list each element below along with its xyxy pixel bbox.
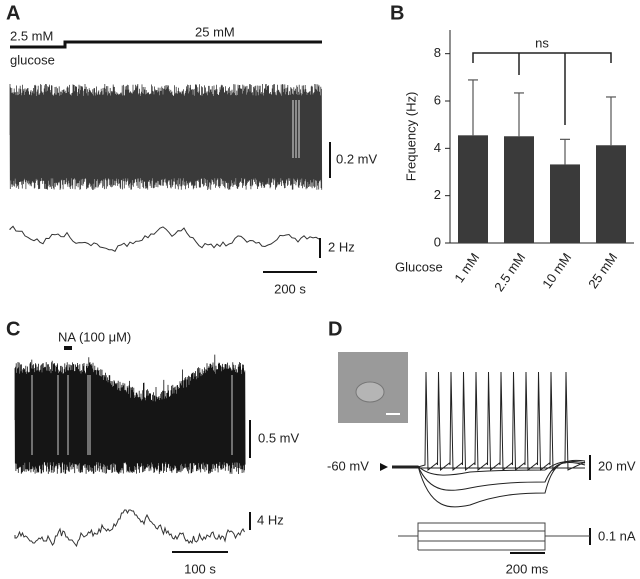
scale-label: 4 Hz xyxy=(257,512,284,527)
y-tick-label: 6 xyxy=(434,92,441,107)
panel-label: A xyxy=(6,2,20,24)
drug-bar xyxy=(64,346,72,350)
panel-label: D xyxy=(328,318,342,340)
condition-label: 2.5 mM xyxy=(10,28,53,43)
stimulus-label: glucose xyxy=(10,52,55,67)
x-tick-label: 1 mM xyxy=(451,250,482,285)
significance-bracket xyxy=(472,52,612,125)
resting-label: -60 mV xyxy=(327,458,369,473)
hyperpol-trace xyxy=(392,461,586,491)
hyperpol-trace xyxy=(392,460,586,476)
frequency-trace xyxy=(9,225,320,252)
cell-image xyxy=(355,381,385,403)
scale-label: 2 Hz xyxy=(328,239,355,254)
x-tick-label: 25 mM xyxy=(585,250,620,291)
y-tick-label: 4 xyxy=(434,140,441,155)
scale-label: 100 s xyxy=(184,561,216,576)
scale-label: 20 mV xyxy=(598,458,636,473)
frequency-trace xyxy=(14,509,245,548)
scale-label: 200 ms xyxy=(506,561,549,576)
y-tick-label: 0 xyxy=(434,234,441,249)
x-axis-title: Glucose xyxy=(395,259,443,274)
significance-label: ns xyxy=(535,35,549,50)
hyperpol-trace xyxy=(392,459,586,508)
condition-label: 25 mM xyxy=(195,24,235,39)
x-tick-label: 2.5 mM xyxy=(491,250,528,294)
panel-label: B xyxy=(390,2,404,24)
scale-label: 200 s xyxy=(274,281,306,296)
bar xyxy=(504,136,534,243)
y-tick-label: 2 xyxy=(434,187,441,202)
bar xyxy=(550,164,580,243)
y-axis-title: Frequency (Hz) xyxy=(403,92,418,182)
arrow xyxy=(380,463,388,471)
x-tick-label: 10 mM xyxy=(539,250,574,291)
y-tick-label: 8 xyxy=(434,45,441,60)
voltage-trace xyxy=(9,83,323,191)
drug-label: NA (100 μM) xyxy=(58,329,131,344)
voltage-trace xyxy=(14,354,246,475)
scale-label: 0.1 nA xyxy=(598,528,636,543)
current-steps xyxy=(398,522,590,551)
scale-label: 0.5 mV xyxy=(258,430,300,445)
stimulus-line xyxy=(10,40,322,49)
bar xyxy=(596,145,626,243)
spike-trace xyxy=(392,371,586,472)
panel-label: C xyxy=(6,318,20,340)
scale-label: 0.2 mV xyxy=(336,151,378,166)
bar xyxy=(458,135,488,243)
